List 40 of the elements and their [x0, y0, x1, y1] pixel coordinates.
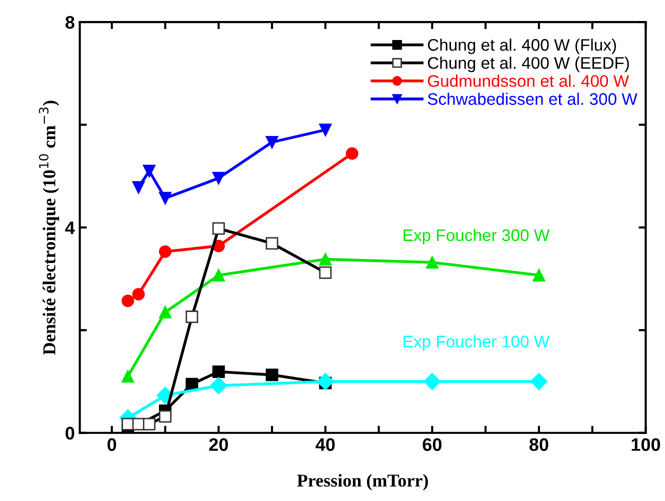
y-tick-label: 8	[65, 16, 74, 29]
legend-label: Chung et al. 400 W (Flux)	[428, 38, 616, 54]
legend-label: Schwabedissen et al. 300 W	[428, 92, 638, 105]
x-tick-label: 20	[209, 438, 228, 451]
point	[210, 377, 228, 394]
point	[142, 164, 156, 178]
point	[426, 256, 438, 269]
point	[186, 378, 198, 390]
x-tick-label: 80	[529, 438, 548, 451]
legend-label: Chung et al. 400 W (EEDF)	[428, 56, 629, 72]
point	[122, 294, 134, 308]
point	[212, 268, 225, 282]
legend-label: Gudmundsson et al. 400 W	[428, 74, 629, 87]
point	[319, 124, 332, 136]
point	[158, 192, 172, 204]
point	[316, 372, 334, 390]
y-tick-label: 4	[65, 222, 75, 234]
point	[532, 268, 546, 282]
y-tick-label: 0	[66, 426, 74, 440]
point	[319, 253, 332, 266]
point	[266, 368, 278, 382]
series-label: Exp Foucher 100 W	[404, 335, 550, 351]
y-axis-title: Densité électronique (10$^{10}$ cm$^{−3}$)	[38, 100, 60, 355]
point	[212, 366, 225, 378]
x-tick-label: 0	[108, 438, 116, 451]
point	[530, 372, 548, 390]
point	[132, 181, 145, 194]
x-axis-title: Pression (mTorr)	[297, 474, 428, 490]
x-tick-label: 60	[422, 438, 442, 451]
point	[132, 288, 145, 300]
point	[266, 136, 278, 148]
x-tick-label: 100	[632, 438, 660, 451]
point	[212, 172, 225, 184]
point	[122, 370, 134, 383]
point	[158, 245, 172, 258]
point	[424, 372, 441, 390]
point	[346, 147, 358, 160]
x-tick-label: 40	[316, 438, 335, 451]
point	[158, 306, 172, 318]
series-label: Exp Foucher 300 W	[404, 228, 550, 244]
